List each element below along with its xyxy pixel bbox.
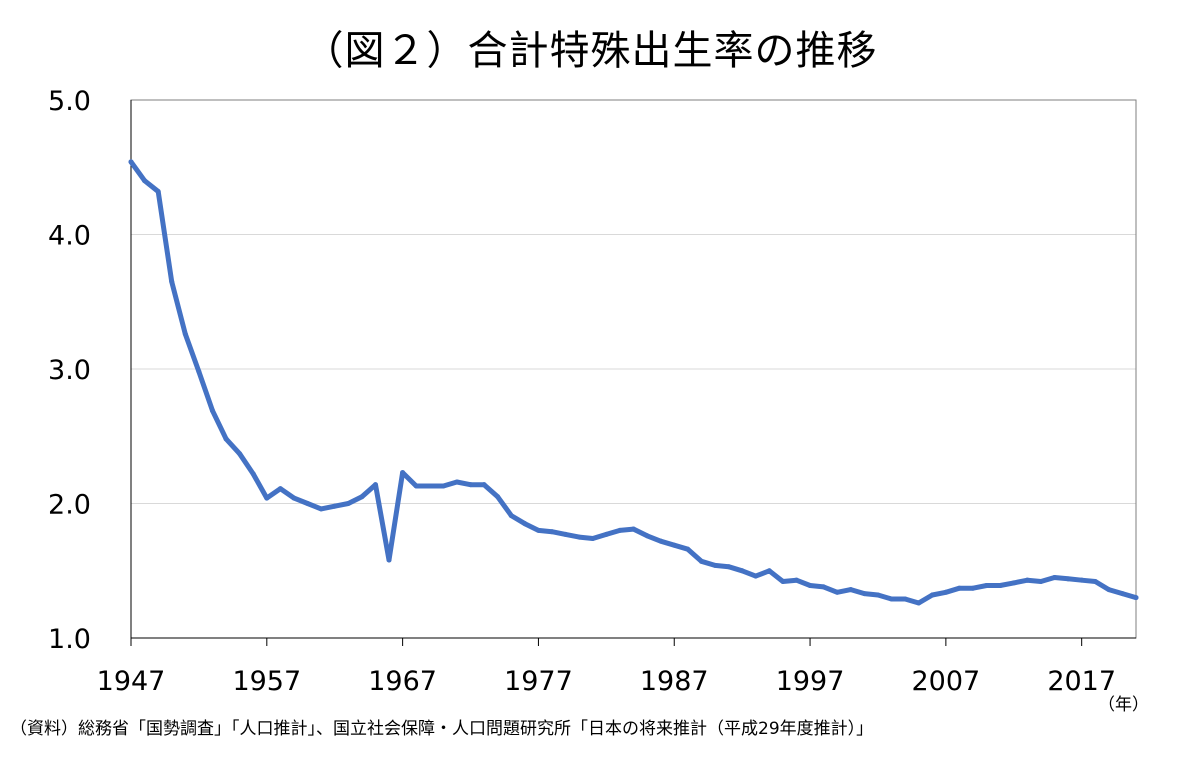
data-point bbox=[142, 178, 148, 184]
data-point bbox=[1133, 595, 1139, 601]
data-point bbox=[372, 482, 378, 488]
data-point bbox=[644, 533, 650, 539]
data-point bbox=[712, 562, 718, 568]
data-point bbox=[549, 529, 555, 535]
x-tick-label: 2007 bbox=[912, 666, 981, 697]
data-point bbox=[861, 591, 867, 597]
data-point bbox=[250, 471, 256, 477]
data-point bbox=[671, 542, 677, 548]
data-point bbox=[1052, 574, 1058, 580]
data-point bbox=[169, 279, 175, 285]
x-tick-label: 1947 bbox=[97, 666, 166, 697]
data-point bbox=[563, 531, 569, 537]
data-point bbox=[834, 589, 840, 595]
grid-lines bbox=[131, 234, 1136, 504]
data-point bbox=[468, 482, 474, 488]
data-point bbox=[1065, 576, 1071, 582]
data-point bbox=[658, 538, 664, 544]
data-point bbox=[875, 592, 881, 598]
data-point bbox=[209, 408, 215, 414]
x-tick-label: 1967 bbox=[368, 666, 437, 697]
data-point bbox=[929, 592, 935, 598]
x-tick-label: 1987 bbox=[640, 666, 709, 697]
data-point bbox=[264, 495, 270, 501]
data-point bbox=[237, 451, 243, 457]
series-line bbox=[128, 159, 1139, 606]
y-tick-label: 4.0 bbox=[48, 221, 91, 252]
data-point bbox=[603, 531, 609, 537]
data-point bbox=[753, 573, 759, 579]
series-group bbox=[128, 159, 1139, 606]
data-point bbox=[386, 557, 392, 563]
data-point bbox=[182, 331, 188, 337]
x-tick-label: 1957 bbox=[232, 666, 301, 697]
x-axis: 1947 1957 1967 1977 1987 1997 2007 2017 bbox=[97, 637, 1136, 697]
y-axis: 1.0 2.0 3.0 4.0 5.0 bbox=[48, 86, 132, 655]
data-point bbox=[1092, 579, 1098, 585]
data-point bbox=[1038, 579, 1044, 585]
data-point bbox=[576, 534, 582, 540]
data-point bbox=[128, 159, 134, 165]
y-tick-label: 1.0 bbox=[48, 624, 91, 655]
data-point bbox=[780, 579, 786, 585]
x-tick-label: 1977 bbox=[504, 666, 573, 697]
data-point bbox=[1119, 591, 1125, 597]
data-point bbox=[155, 188, 161, 194]
data-point bbox=[807, 583, 813, 589]
data-point bbox=[997, 583, 1003, 589]
data-point bbox=[685, 546, 691, 552]
data-point bbox=[902, 596, 908, 602]
data-point bbox=[1011, 580, 1017, 586]
data-point bbox=[766, 568, 772, 574]
x-tick-label: 2017 bbox=[1047, 666, 1116, 697]
data-point bbox=[739, 568, 745, 574]
data-point bbox=[291, 495, 297, 501]
data-point bbox=[821, 584, 827, 590]
y-tick-label: 3.0 bbox=[48, 355, 91, 386]
data-point bbox=[535, 527, 541, 533]
data-point bbox=[345, 501, 351, 506]
data-point bbox=[590, 535, 596, 541]
data-point bbox=[508, 513, 514, 519]
data-point bbox=[196, 369, 202, 375]
data-point bbox=[970, 585, 976, 591]
y-tick-label: 2.0 bbox=[48, 490, 91, 521]
x-tick-label: 1997 bbox=[776, 666, 845, 697]
data-point bbox=[1079, 577, 1085, 583]
data-point bbox=[943, 589, 949, 595]
data-point bbox=[427, 483, 433, 489]
data-point bbox=[916, 600, 922, 606]
data-point bbox=[522, 521, 528, 527]
data-point bbox=[454, 479, 460, 485]
data-point bbox=[400, 470, 406, 476]
data-point bbox=[332, 503, 338, 509]
data-point bbox=[698, 558, 704, 564]
data-point bbox=[481, 482, 487, 488]
data-point bbox=[359, 494, 365, 500]
data-point bbox=[1024, 577, 1030, 583]
data-point bbox=[793, 577, 799, 583]
y-tick-label: 5.0 bbox=[48, 86, 91, 117]
chart-title: （図２）合計特殊出生率の推移 bbox=[303, 28, 878, 74]
data-point bbox=[413, 483, 419, 489]
data-point bbox=[223, 436, 229, 442]
data-point bbox=[726, 564, 732, 570]
source-note: （資料）総務省「国勢調査」「人口推計」、国立社会保障・人口問題研究所「日本の将来… bbox=[10, 719, 874, 739]
data-point bbox=[889, 596, 895, 602]
data-point bbox=[631, 526, 636, 532]
data-point bbox=[318, 506, 324, 512]
x-axis-unit-label: （年） bbox=[1098, 695, 1149, 715]
data-point bbox=[305, 501, 311, 506]
data-point bbox=[495, 494, 501, 500]
data-point bbox=[277, 486, 283, 492]
data-point bbox=[984, 583, 990, 589]
data-point bbox=[440, 483, 446, 489]
data-point bbox=[1106, 587, 1112, 593]
data-point bbox=[848, 587, 854, 593]
data-point bbox=[956, 585, 962, 591]
data-point bbox=[617, 527, 623, 533]
